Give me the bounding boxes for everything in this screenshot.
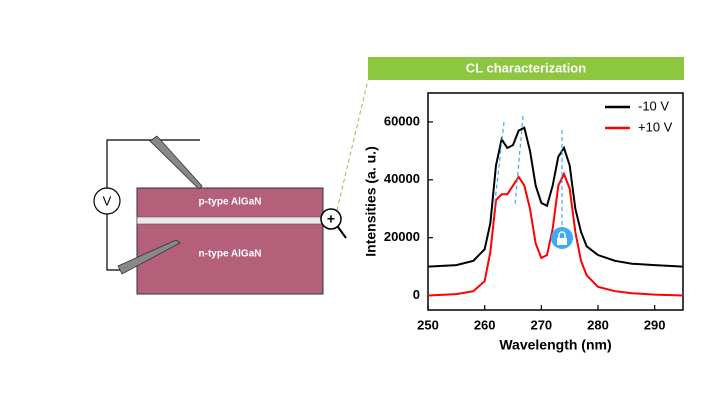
wire — [106, 139, 200, 188]
magnifier — [320, 208, 342, 230]
lock-body — [557, 238, 567, 245]
lock-shackle — [558, 231, 566, 238]
quantum-well — [136, 216, 324, 225]
magnifier-handle — [337, 226, 347, 239]
banner-text: CL characterization — [466, 60, 586, 75]
x-axis-label: Wavelength (nm) — [499, 337, 611, 353]
y-tick-label: 0 — [413, 287, 420, 302]
peak-guides — [493, 115, 563, 232]
x-tick-label: 280 — [587, 317, 609, 332]
layer-label: p-type AlGaN — [199, 197, 262, 208]
circuit — [106, 139, 200, 271]
legend-label: -10 V — [638, 98, 669, 113]
guide — [514, 115, 524, 206]
voltmeter-label: V — [103, 193, 112, 208]
y-tick-label: 40000 — [384, 171, 420, 186]
sample — [136, 187, 324, 295]
y-tick-label: 60000 — [384, 113, 420, 128]
banner — [368, 57, 684, 80]
probe — [149, 135, 203, 190]
x-tick-label: 260 — [474, 317, 496, 332]
layer-label: n-type AlGaN — [199, 249, 262, 260]
probe — [117, 239, 181, 275]
y-tick-label: 20000 — [384, 229, 420, 244]
wire — [106, 214, 125, 271]
zoom-line — [336, 79, 369, 211]
line-series — [427, 171, 684, 297]
plot-frame — [427, 92, 684, 311]
plus-sign: + — [327, 211, 335, 227]
plot: 0 20000 40000 60000 250 260 270 280 290 Wavelengt… — [363, 92, 684, 353]
x-tick-label: 250 — [417, 317, 439, 332]
line-series — [427, 126, 684, 268]
y-axis-label: Intensities (a. u.) — [363, 146, 379, 256]
guide — [493, 121, 505, 211]
x-tick-label: 270 — [530, 317, 552, 332]
voltmeter — [93, 187, 121, 215]
x-tick-label: 290 — [644, 317, 666, 332]
legend-label: +10 V — [638, 119, 673, 134]
